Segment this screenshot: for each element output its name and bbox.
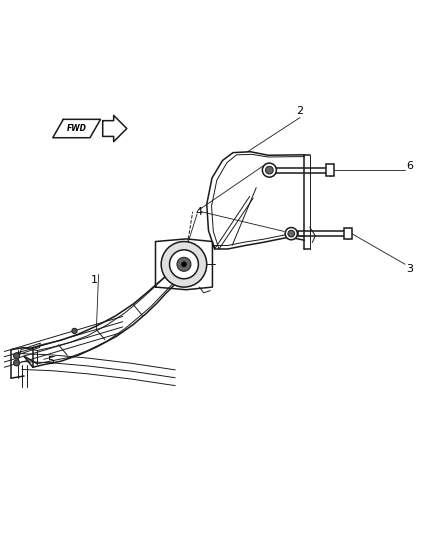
Circle shape [14, 353, 20, 359]
Text: 2: 2 [297, 106, 304, 116]
FancyBboxPatch shape [344, 228, 352, 239]
Circle shape [170, 250, 198, 279]
Text: 3: 3 [406, 264, 413, 273]
Circle shape [265, 166, 273, 174]
Text: 1: 1 [91, 274, 98, 285]
Text: 5: 5 [47, 356, 54, 366]
Text: 4: 4 [196, 207, 203, 217]
Circle shape [14, 360, 20, 366]
FancyBboxPatch shape [326, 165, 334, 176]
Circle shape [262, 163, 276, 177]
Circle shape [181, 262, 187, 267]
Text: FWD: FWD [67, 124, 87, 133]
Circle shape [72, 328, 77, 334]
Text: 6: 6 [406, 161, 413, 171]
Circle shape [161, 241, 207, 287]
Circle shape [288, 230, 295, 237]
Circle shape [285, 228, 297, 240]
Circle shape [177, 257, 191, 271]
